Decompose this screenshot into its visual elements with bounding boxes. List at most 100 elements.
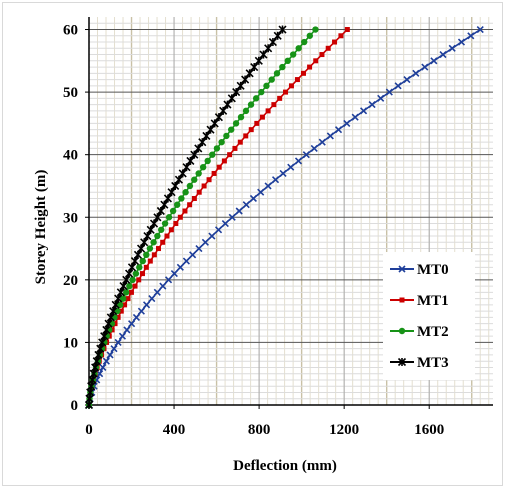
tick-labels: 0 400 800 1200 1600 0 10 20 30 40 50 60 bbox=[63, 23, 444, 438]
data-point-mt0 bbox=[377, 94, 385, 102]
data-point-mt2 bbox=[289, 51, 297, 58]
data-point-mt1 bbox=[164, 233, 170, 239]
legend-label: MT2 bbox=[417, 324, 449, 340]
x-axis-title: Deflection (mm) bbox=[233, 458, 337, 474]
data-point-mt3 bbox=[171, 181, 180, 191]
data-point-mt0-stroke bbox=[215, 226, 223, 234]
data-point-mt1 bbox=[139, 271, 145, 277]
legend-swatch-marker bbox=[398, 265, 406, 273]
data-point-mt1 bbox=[147, 258, 153, 264]
data-point-mt0-stroke bbox=[132, 313, 140, 321]
data-point-mt0-stroke bbox=[118, 332, 126, 340]
data-point-mt3 bbox=[167, 188, 176, 197]
data-point-mt2 bbox=[228, 126, 235, 133]
data-point-mt1 bbox=[122, 302, 128, 308]
data-point-mt0-stroke bbox=[476, 25, 484, 34]
data-point-mt3 bbox=[227, 94, 236, 103]
data-point-mt0 bbox=[318, 138, 326, 146]
data-point-mt1 bbox=[206, 177, 212, 183]
data-point-mt2 bbox=[143, 251, 150, 259]
data-point-mt0-stroke bbox=[201, 238, 209, 246]
data-point-mt1 bbox=[155, 246, 161, 252]
data-point-mt0 bbox=[249, 194, 257, 203]
data-point-mt2 bbox=[165, 214, 173, 221]
data-point-mt0 bbox=[385, 88, 393, 96]
data-point-mt0 bbox=[106, 351, 114, 359]
data-point-mt1 bbox=[338, 33, 344, 39]
data-point-mt3 bbox=[153, 213, 162, 222]
data-point-mt1 bbox=[227, 152, 233, 158]
data-point-mt0 bbox=[99, 363, 107, 372]
data-point-mt1 bbox=[118, 308, 124, 314]
data-point-mt0 bbox=[326, 132, 334, 140]
data-point-mt0 bbox=[368, 101, 376, 109]
data-point-mt1 bbox=[191, 195, 197, 201]
data-point-mt0 bbox=[302, 151, 310, 159]
data-point-mt3 bbox=[194, 144, 203, 153]
data-point-mt0 bbox=[128, 320, 136, 328]
legend-swatch-marker-stroke bbox=[398, 265, 406, 273]
data-point-mt1 bbox=[300, 70, 306, 76]
data-point-mt0 bbox=[208, 232, 216, 240]
data-point-mt0-stroke bbox=[182, 257, 190, 265]
data-point-mt0 bbox=[195, 244, 203, 253]
data-point-mt1 bbox=[271, 102, 277, 108]
legend-entry-mt0: MT0 bbox=[390, 262, 449, 278]
data-point-mt0-stroke bbox=[264, 182, 272, 190]
data-point-mt0 bbox=[221, 219, 229, 228]
data-point-mt3 bbox=[182, 163, 191, 172]
legend-entry-mt3: MT3 bbox=[390, 355, 449, 371]
data-point-mt1 bbox=[288, 83, 294, 89]
data-point-mt1 bbox=[136, 277, 142, 283]
data-point-mt0-stroke bbox=[164, 276, 173, 284]
data-point-mt0-stroke bbox=[421, 63, 429, 71]
data-point-mt3 bbox=[250, 62, 259, 72]
data-point-mt0-stroke bbox=[242, 201, 250, 209]
data-point-mt1 bbox=[243, 133, 249, 139]
data-point-mt0-stroke bbox=[326, 132, 334, 140]
data-point-mt0-stroke bbox=[394, 82, 402, 90]
data-point-mt0 bbox=[164, 276, 173, 284]
data-point-mt3 bbox=[245, 69, 254, 78]
data-point-mt0-stroke bbox=[302, 151, 310, 159]
data-point-mt0-stroke bbox=[377, 94, 385, 102]
data-point-mt1 bbox=[128, 289, 134, 295]
y-tick-label: 50 bbox=[63, 85, 78, 101]
data-point-mt2 bbox=[150, 239, 157, 246]
data-point-mt2 bbox=[129, 276, 136, 284]
data-point-mt3 bbox=[214, 113, 223, 122]
y-tick-label: 30 bbox=[63, 210, 78, 226]
data-point-mt2 bbox=[136, 264, 143, 271]
data-point-mt2 bbox=[268, 76, 275, 83]
data-point-mt1 bbox=[259, 114, 265, 120]
data-point-mt0-stroke bbox=[457, 38, 466, 46]
data-point-mt0 bbox=[430, 57, 438, 65]
y-tick-label: 0 bbox=[71, 398, 79, 414]
data-point-mt2 bbox=[242, 107, 250, 115]
data-point-mt0 bbox=[343, 119, 351, 127]
data-point-mt3 bbox=[219, 106, 228, 115]
data-point-mt0 bbox=[228, 213, 236, 221]
data-point-mt1 bbox=[125, 296, 131, 302]
data-point-mt1 bbox=[265, 108, 271, 114]
data-point-mt1 bbox=[132, 283, 138, 289]
data-point-mt1 bbox=[254, 120, 260, 126]
data-point-mt1 bbox=[115, 314, 121, 320]
data-point-mt1 bbox=[319, 52, 325, 58]
data-point-mt2 bbox=[295, 45, 302, 52]
data-point-mt0 bbox=[294, 157, 303, 165]
data-point-mt2 bbox=[301, 38, 308, 46]
data-point-mt0-stroke bbox=[228, 213, 236, 221]
data-point-mt0 bbox=[235, 207, 243, 215]
data-point-mt2 bbox=[213, 145, 221, 152]
data-point-mt0-stroke bbox=[249, 194, 257, 203]
y-tick-label: 40 bbox=[63, 148, 78, 164]
data-point-mt0 bbox=[123, 326, 131, 334]
x-tick-label: 800 bbox=[248, 422, 271, 438]
data-point-mt0-stroke bbox=[128, 320, 136, 328]
data-point-mt2 bbox=[204, 157, 211, 165]
data-point-mt2 bbox=[139, 257, 146, 265]
data-point-mt0 bbox=[170, 270, 178, 278]
legend-swatch-marker bbox=[398, 327, 406, 335]
data-point-mt0 bbox=[412, 69, 420, 77]
